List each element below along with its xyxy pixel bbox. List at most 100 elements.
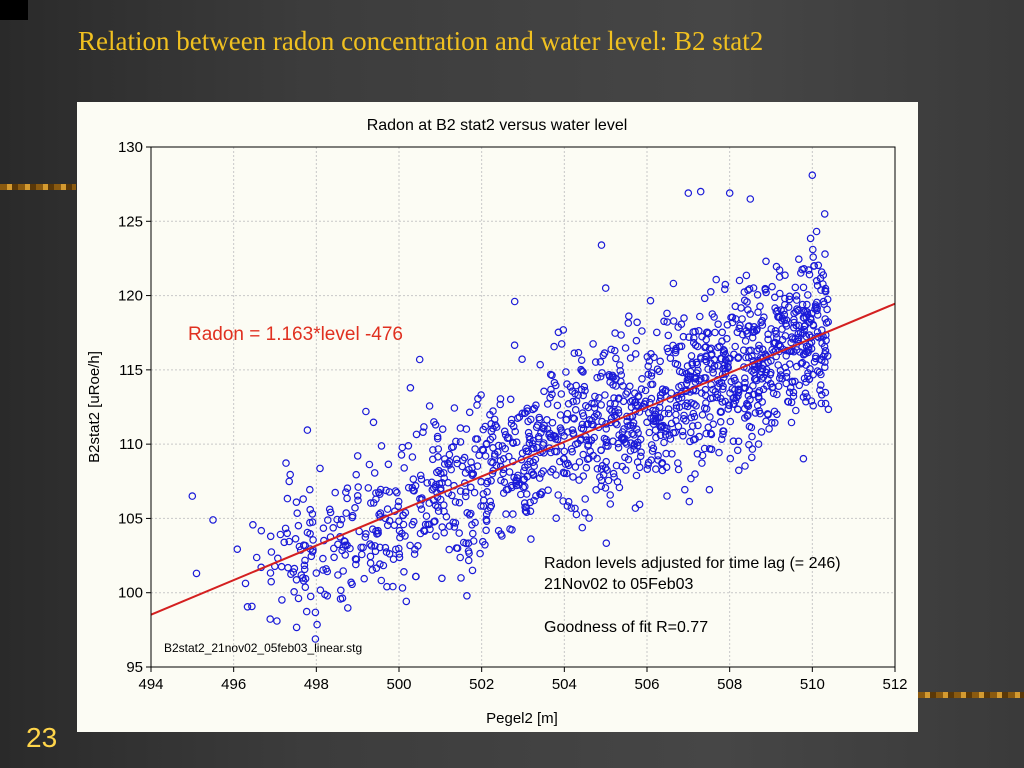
data-point (781, 319, 790, 328)
data-point (471, 445, 479, 453)
data-point (534, 434, 543, 443)
data-point (455, 529, 464, 537)
outlier-point (209, 516, 217, 524)
data-point (692, 369, 701, 377)
data-point (564, 461, 573, 470)
data-point (354, 483, 363, 491)
data-point (331, 488, 340, 497)
data-point (745, 285, 754, 293)
data-point (701, 385, 710, 394)
filename-note: B2stat2_21nov02_05feb03_linear.stg (164, 641, 362, 655)
data-point (376, 543, 384, 552)
data-point (720, 347, 729, 356)
data-point (643, 418, 651, 427)
data-point (428, 455, 437, 464)
data-point (780, 300, 789, 309)
data-point (482, 515, 491, 524)
data-point (628, 429, 636, 438)
data-point (784, 398, 793, 406)
y-axis-ticks: 95 100 105 110 115 120 125 130 (118, 139, 151, 676)
data-point (368, 525, 377, 534)
data-point (508, 525, 516, 534)
data-point (782, 352, 791, 360)
data-point (606, 378, 614, 386)
data-point (666, 354, 675, 363)
data-point (719, 430, 727, 439)
data-point (787, 418, 796, 427)
data-point (370, 469, 379, 477)
data-point (598, 369, 606, 377)
data-point (689, 435, 698, 444)
lag-note: Radon levels adjusted for time lag (= 24… (544, 555, 841, 572)
data-point (662, 424, 671, 433)
data-point (459, 538, 468, 547)
data-point (626, 397, 635, 406)
data-point (597, 446, 605, 454)
data-point (792, 296, 801, 304)
data-point (300, 565, 309, 574)
data-point (651, 465, 660, 473)
data-point (379, 561, 388, 570)
data-point (501, 430, 510, 439)
data-point (412, 430, 421, 439)
data-point (376, 509, 385, 517)
data-point (619, 397, 628, 406)
data-point (499, 469, 508, 478)
data-point (276, 530, 285, 539)
data-point (706, 429, 715, 438)
data-point (284, 563, 292, 572)
data-point (430, 418, 438, 426)
data-point (473, 435, 482, 443)
data-point (594, 423, 603, 432)
data-point (764, 410, 772, 419)
data-point (715, 448, 723, 457)
date-range-note: 21Nov02 to 05Feb03 (544, 576, 694, 593)
data-point (539, 440, 547, 449)
data-point (233, 545, 242, 554)
data-point (664, 331, 673, 340)
data-point (801, 321, 810, 330)
data-point (428, 485, 437, 494)
data-point (600, 349, 609, 357)
data-point (770, 418, 779, 427)
data-point (248, 602, 256, 611)
data-point (614, 443, 623, 452)
data-point (630, 440, 639, 448)
data-point (466, 483, 475, 492)
data-point (581, 386, 589, 395)
data-point (821, 315, 830, 323)
data-point (637, 385, 646, 393)
data-point (455, 498, 464, 507)
data-point (432, 480, 440, 489)
data-point (518, 449, 527, 458)
data-point (740, 374, 749, 383)
data-point (372, 564, 381, 573)
data-point (671, 348, 680, 357)
data-point (409, 517, 418, 526)
data-point (687, 413, 696, 422)
data-point (500, 478, 509, 487)
data-point (419, 428, 427, 437)
data-point (562, 415, 570, 424)
data-point (294, 594, 303, 603)
data-point (487, 427, 496, 436)
data-point (811, 301, 820, 309)
data-point (453, 544, 462, 553)
corner-block (0, 0, 28, 20)
data-point (777, 306, 785, 314)
data-point (451, 519, 460, 527)
data-point (433, 432, 442, 441)
data-point (499, 489, 508, 497)
data-point (745, 440, 753, 449)
data-point (714, 320, 722, 329)
data-point (257, 526, 266, 535)
data-point (706, 413, 714, 421)
data-point (787, 338, 795, 347)
data-point (465, 510, 474, 519)
data-point (470, 488, 479, 497)
data-point (566, 383, 575, 391)
data-point (624, 319, 633, 327)
data-point (572, 510, 581, 519)
data-point (762, 257, 770, 266)
data-point (575, 476, 583, 484)
